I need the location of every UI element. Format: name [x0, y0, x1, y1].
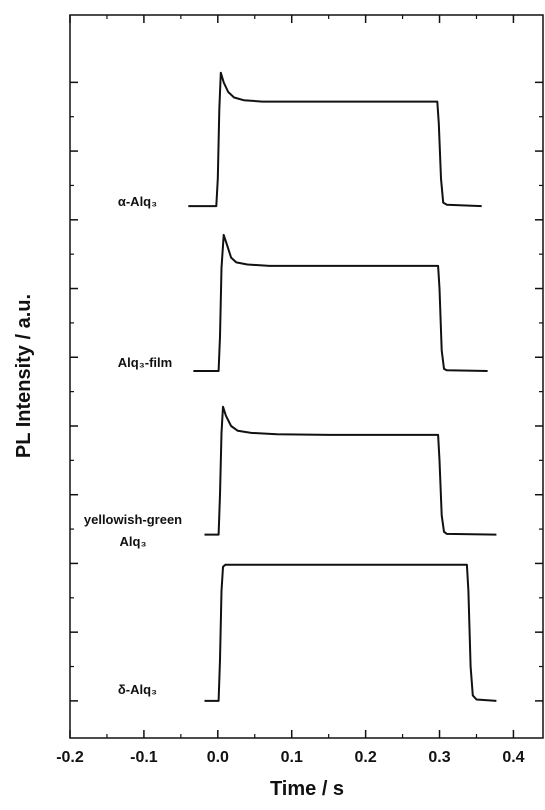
- x-tick-label: 0.2: [355, 749, 377, 766]
- plot-frame: [69, 14, 544, 739]
- trace: [193, 233, 488, 372]
- x-tick-label: 0.3: [428, 749, 450, 766]
- series-label: yellowish-green Alq₃: [83, 512, 183, 549]
- series-label: δ-Alq₃: [117, 682, 158, 697]
- series-label: α-Alq₃: [117, 194, 158, 209]
- x-tick-label: -0.1: [130, 749, 158, 766]
- x-tick-label: 0.4: [502, 749, 524, 766]
- x-tick-label: 0.0: [207, 749, 229, 766]
- trace: [204, 563, 497, 702]
- x-tick-label: -0.2: [56, 749, 84, 766]
- trace: [188, 71, 482, 208]
- y-axis-label: PL Intensity / a.u.: [13, 294, 35, 458]
- x-axis-label: Time / s: [270, 778, 344, 800]
- x-tick-label: 0.1: [281, 749, 303, 766]
- trace: [204, 405, 497, 536]
- series-label: Alq₃-film: [117, 355, 173, 370]
